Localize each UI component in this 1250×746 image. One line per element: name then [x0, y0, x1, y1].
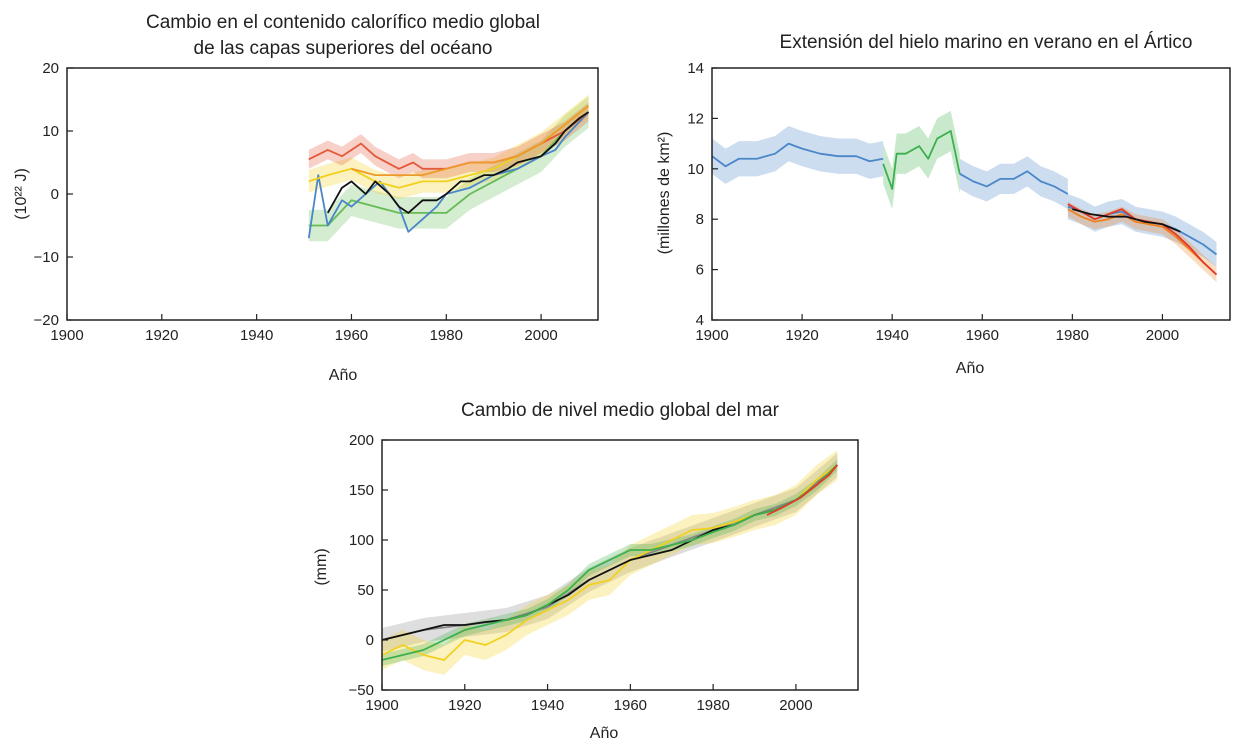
y-tick-label: 10 [42, 123, 59, 140]
series-3-band [308, 102, 589, 179]
chart-title-line-2: de las capas superiores del océano [194, 38, 493, 59]
series-4-line [766, 464, 838, 516]
series-4-line [351, 105, 590, 177]
series-2-band [959, 156, 1068, 210]
series-0-line [381, 464, 838, 641]
series-2-line [959, 170, 1069, 195]
series-0-band [308, 96, 589, 242]
series-0-band [712, 125, 884, 184]
series-1-band [382, 450, 838, 675]
y-tick-label: 200 [349, 432, 374, 449]
x-axis-label: Año [329, 367, 358, 384]
x-tick-label: 1960 [966, 327, 999, 344]
x-tick-label: 2000 [779, 697, 812, 714]
uncertainty-bands [308, 94, 589, 242]
y-tick-label: 0 [366, 632, 374, 649]
y-tick-label: 14 [687, 60, 704, 77]
y-tick-label: −20 [34, 312, 59, 329]
x-tick-label: 1940 [240, 327, 273, 344]
x-tick-label: 2000 [524, 327, 557, 344]
panel-sea-level: Cambio de nivel medio global del mar 190… [313, 400, 859, 742]
y-axis-label: (mm) [313, 548, 330, 585]
uncertainty-bands [712, 110, 1217, 283]
chart-title: Extensión del hielo marino en verano en … [780, 32, 1193, 53]
panel-ocean-heat-content: Cambio en el contenido calorífico medio … [13, 12, 599, 384]
plot-frame [711, 67, 1231, 321]
y-tick-label: 100 [349, 532, 374, 549]
data-lines [711, 130, 1218, 276]
series-4-band [1067, 201, 1217, 283]
y-tick-label: −50 [349, 682, 374, 699]
series-5-line [326, 111, 590, 214]
y-tick-label: 12 [687, 110, 704, 127]
x-tick-label: 1940 [531, 697, 564, 714]
data-lines [381, 464, 838, 661]
y-tick-label: 20 [42, 60, 59, 77]
series-2-band [308, 94, 589, 200]
series-0-line [711, 142, 884, 168]
y-tick-label: 6 [696, 262, 704, 279]
x-tick-label: 1920 [448, 697, 481, 714]
axis-ticks: 1900 1920 1940 1960 1980 2000 −20 −10 0 10 20 [34, 60, 558, 344]
data-lines [307, 105, 590, 239]
y-axis-label: (millones de km²) [656, 132, 673, 255]
plot-frame [381, 439, 859, 691]
series-0-band [382, 453, 838, 652]
x-tick-label: 1920 [785, 327, 818, 344]
axis-ticks: 1900 1920 1940 1960 1980 2000 −50 0 50 100 150 200 [349, 432, 813, 714]
y-tick-label: 0 [51, 186, 59, 203]
x-axis-label: Año [590, 725, 619, 742]
series-4-line [1067, 208, 1218, 276]
axis-ticks: 1900 1920 1940 1960 1980 2000 4 6 8 10 12 14 [687, 60, 1179, 344]
y-tick-label: 8 [696, 211, 704, 228]
series-6-line [1072, 208, 1181, 233]
chart-title: Cambio de nivel medio global del mar [461, 400, 780, 421]
x-tick-label: 1960 [614, 697, 647, 714]
series-1-line [882, 130, 961, 190]
y-tick-label: 10 [687, 161, 704, 178]
x-tick-label: 1920 [145, 327, 178, 344]
y-tick-label: 4 [696, 312, 704, 329]
y-tick-label: 150 [349, 482, 374, 499]
panel-arctic-sea-ice: Extensión del hielo marino en verano en … [656, 32, 1231, 377]
x-tick-label: 1900 [695, 327, 728, 344]
series-2-line [381, 464, 838, 641]
x-axis-label: Año [956, 360, 985, 377]
x-tick-label: 2000 [1146, 327, 1179, 344]
y-tick-label: −10 [34, 249, 59, 266]
y-tick-label: 50 [357, 582, 374, 599]
x-tick-label: 1900 [50, 327, 83, 344]
uncertainty-bands [382, 450, 838, 675]
y-axis-label: (10²² J) [13, 168, 30, 220]
series-3-band [1067, 194, 1217, 268]
series-1-band [883, 110, 960, 210]
x-tick-label: 1900 [365, 697, 398, 714]
x-tick-label: 1940 [875, 327, 908, 344]
series-3-band [382, 459, 838, 666]
x-tick-label: 1980 [430, 327, 463, 344]
chart-title-line-1: Cambio en el contenido calorífico medio … [146, 12, 540, 33]
x-tick-label: 1960 [335, 327, 368, 344]
x-tick-label: 1980 [696, 697, 729, 714]
plot-frame [66, 67, 599, 321]
series-3-line [381, 464, 838, 661]
x-tick-label: 1980 [1056, 327, 1089, 344]
